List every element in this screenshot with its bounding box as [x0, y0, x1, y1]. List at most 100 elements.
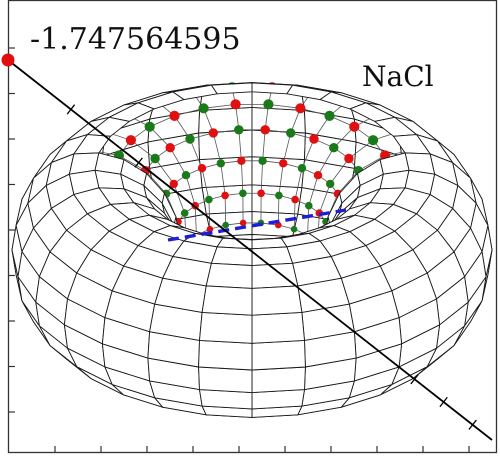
torus-mesh-cell: [210, 246, 253, 266]
madelung-value-label: -1.747564595: [30, 22, 241, 57]
torus-mesh-cell: [251, 82, 294, 95]
ion-red: [165, 143, 175, 153]
lattice-bond: [318, 183, 331, 214]
ion-green: [198, 103, 209, 114]
torus-front-mesh: [11, 82, 493, 410]
dashed-blue-line: [167, 208, 347, 242]
torus-mesh-cell: [210, 82, 253, 95]
ion-green: [305, 201, 313, 210]
lattice-bond: [185, 175, 196, 206]
torus-mesh-cell: [251, 311, 305, 344]
lattice-bond: [358, 155, 386, 172]
ion-red: [125, 135, 136, 146]
lattice-bond: [301, 138, 315, 169]
ion-red: [349, 121, 360, 132]
ion-red: [275, 221, 282, 229]
lattice-bond: [307, 205, 310, 236]
ion-green: [326, 179, 335, 189]
ion-red: [313, 171, 323, 180]
lattice-bond: [240, 160, 244, 194]
ion-red: [279, 159, 288, 168]
lattice-bond: [224, 195, 227, 226]
ion-red: [221, 191, 229, 200]
torus-mesh-cell: [251, 339, 306, 371]
ion-red: [309, 134, 319, 144]
ion-green: [180, 209, 189, 217]
ion-green: [239, 189, 247, 198]
ion-red: [206, 225, 214, 233]
lattice-bond: [293, 199, 296, 230]
start-point-marker: [1, 53, 15, 67]
torus-mesh-cell: [251, 366, 306, 394]
compound-label: NaCl: [362, 60, 434, 93]
torus-mesh-cell: [201, 285, 253, 316]
ion-red: [237, 156, 246, 165]
axis-tick: [439, 396, 448, 408]
ion-green: [324, 110, 335, 121]
ion-green: [368, 135, 379, 146]
lattice-bond: [294, 168, 303, 200]
torus-mesh-cell: [251, 285, 303, 316]
lattice-bond: [268, 103, 301, 109]
axis-tick: [410, 374, 419, 385]
ion-green: [329, 143, 339, 153]
lattice-bond: [308, 175, 319, 206]
overlay-lines: [1, 53, 493, 441]
lattice-bond: [203, 103, 236, 109]
lattice-bond: [212, 132, 222, 164]
torus-mesh-cell: [199, 311, 253, 344]
ion-red: [230, 99, 241, 110]
ion-red: [197, 164, 207, 173]
axis-tick: [134, 157, 143, 168]
ion-green: [181, 171, 191, 180]
ion-red: [169, 110, 180, 121]
ion-red: [257, 189, 265, 198]
ion-green: [185, 134, 195, 144]
lattice-bond: [260, 160, 264, 194]
ion-green: [275, 191, 283, 200]
axis-tick: [468, 419, 477, 430]
ion-red: [295, 103, 306, 114]
torus-mesh-cell: [198, 339, 253, 371]
ion-green: [216, 159, 225, 168]
diagonal-axis-line: [7, 59, 493, 441]
torus-mesh-cell: [205, 262, 253, 289]
lattice-bond: [173, 183, 186, 214]
ion-red: [344, 153, 354, 164]
lattice-bond: [337, 170, 359, 195]
frame-border: [7, 0, 498, 454]
lattice-bond: [154, 158, 175, 185]
lattice-bond: [282, 132, 292, 164]
axis-tick: [66, 104, 76, 115]
ion-green: [263, 99, 274, 110]
torus-mesh-cell: [198, 366, 253, 394]
ion-red: [169, 179, 178, 189]
lattice-bond: [189, 138, 203, 169]
plot-frame: [7, 0, 498, 454]
ion-green: [258, 156, 267, 165]
lattice-bond: [201, 168, 210, 200]
ion-red: [239, 219, 247, 227]
ion-green: [205, 195, 213, 204]
lattice-bond: [329, 158, 350, 185]
ion-red: [291, 195, 299, 204]
ion-green: [290, 225, 298, 233]
lattice-bond: [317, 147, 335, 176]
ion-green: [222, 221, 229, 229]
ion-green: [286, 128, 296, 138]
ion-green: [297, 164, 307, 173]
lattice-bond: [278, 163, 284, 196]
lattice-bond: [220, 163, 226, 196]
ion-red: [208, 128, 218, 138]
lattice-bond: [208, 199, 211, 230]
ion-red: [260, 125, 270, 135]
lattice-bond: [262, 129, 266, 161]
lattice-bond: [238, 129, 242, 161]
ion-green: [150, 153, 160, 164]
ion-green: [234, 125, 244, 135]
lattice-bond: [145, 170, 167, 195]
lattice-bond: [194, 205, 197, 236]
lattice-bond: [169, 147, 187, 176]
